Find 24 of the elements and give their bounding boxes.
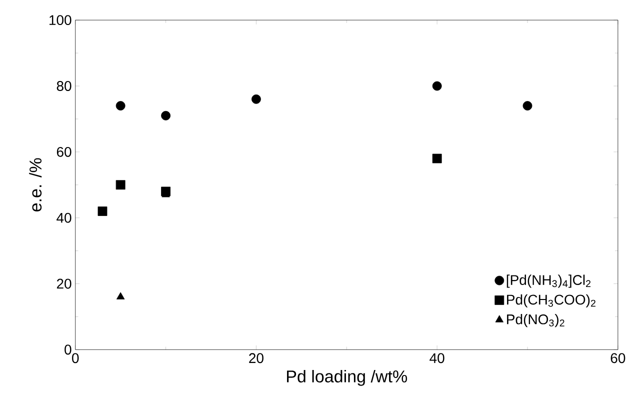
point (432, 154, 442, 164)
x-tick-label: 0 (72, 353, 79, 364)
point (98, 206, 108, 216)
legend-label: Pd(NO$_{3}$)$_{2}$ (507, 314, 564, 328)
x-tick-label: 60 (610, 353, 626, 364)
legend-label: Pd(CH$_{3}$COO)$_{2}$ (507, 294, 596, 308)
y-tick-label: 100 (50, 15, 72, 26)
y-tick-label: 60 (56, 146, 72, 157)
y-tick-label: 80 (56, 81, 72, 91)
x-tick-label: 40 (430, 353, 444, 364)
point (116, 180, 126, 190)
point (116, 101, 126, 111)
y-tick-label: 40 (56, 212, 72, 223)
point (432, 81, 442, 91)
legend-label: [Pd(NH$_{3}$)$_{4}$]Cl$_{2}$ (506, 274, 590, 288)
x-tick-label: 20 (249, 353, 264, 364)
point (116, 292, 125, 300)
point (522, 101, 532, 111)
point (252, 94, 261, 104)
y-axis-title: e.e. /% (29, 158, 42, 212)
x-axis-title: Pd loading /wt% (287, 370, 408, 386)
point (161, 110, 170, 120)
y-tick-label: 0 (64, 344, 72, 355)
y-tick-label: 20 (56, 278, 72, 289)
